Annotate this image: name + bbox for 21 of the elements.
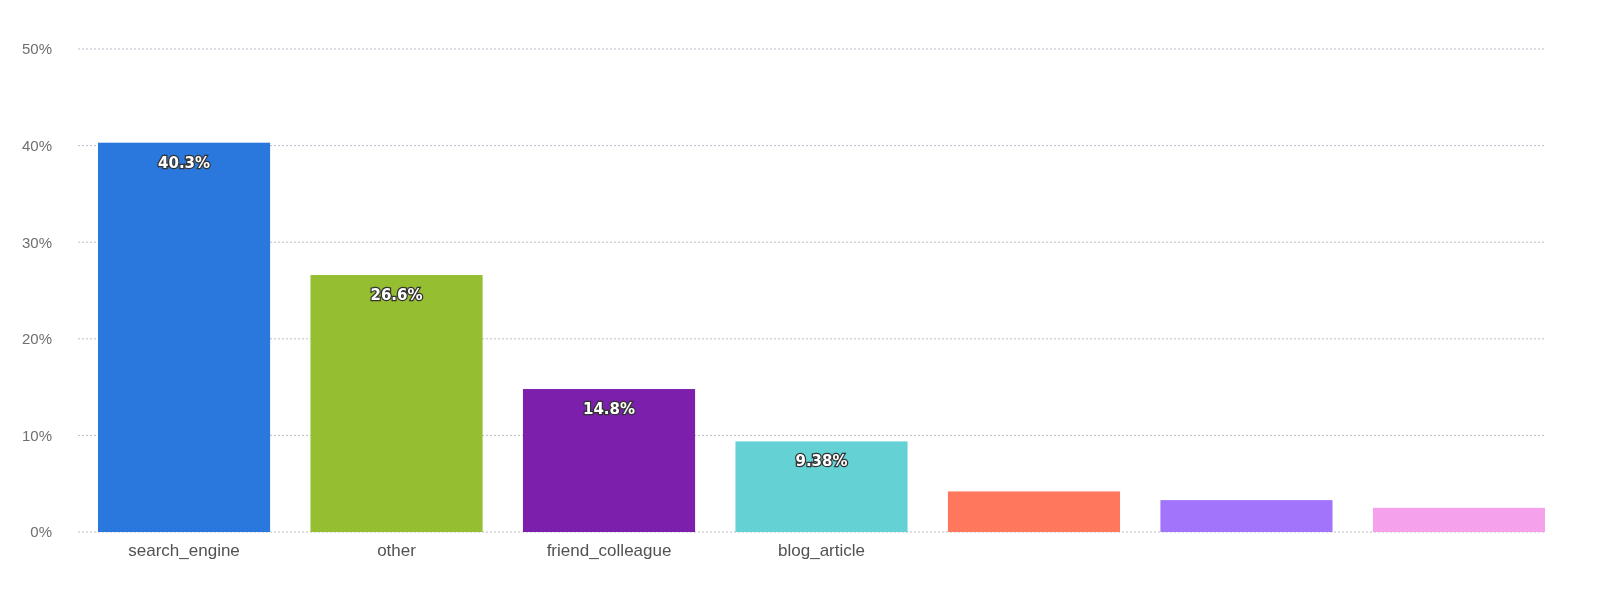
y-tick-label: 50%: [21, 40, 52, 58]
data-label: 40.3%: [158, 153, 211, 172]
data-label: 9.38%: [795, 452, 848, 471]
y-tick-label: 30%: [21, 233, 52, 251]
x-tick-label: search_engine: [128, 541, 240, 561]
y-tick-label: 40%: [21, 136, 52, 154]
y-tick-label: 0%: [30, 523, 52, 541]
x-tick-label: other: [377, 541, 417, 561]
data-label: 26.6%: [370, 286, 423, 305]
bar: [1372, 507, 1545, 532]
bar: [310, 275, 483, 532]
x-tick-label: friend_colleague: [546, 541, 672, 561]
y-tick-label: 20%: [21, 330, 52, 348]
bar: [522, 389, 696, 532]
bar: [98, 142, 271, 532]
data-label: 14.8%: [582, 400, 636, 419]
bar: [947, 491, 1121, 532]
x-tick-label: blog_article: [778, 541, 865, 561]
bar: [735, 441, 908, 532]
y-tick-label: 10%: [21, 426, 52, 444]
bar: [1160, 500, 1333, 532]
